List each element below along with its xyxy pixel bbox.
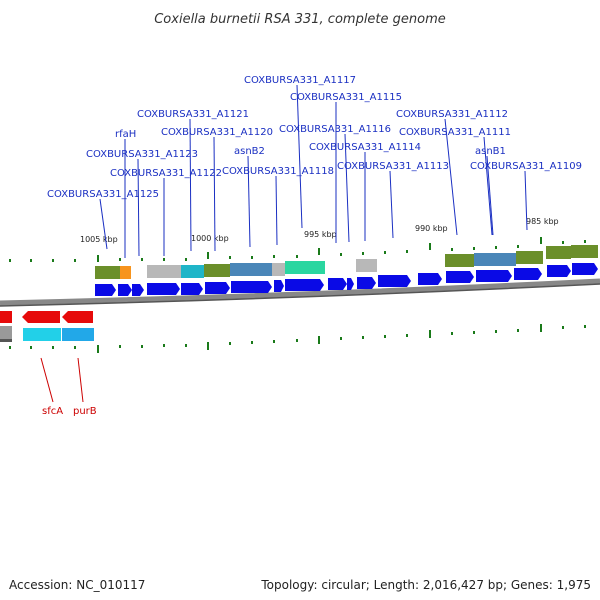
scale-label-1000kbp: 1000 kbp bbox=[191, 234, 229, 243]
cog-annotation-row bbox=[95, 245, 598, 279]
reverse-cog-block-1 bbox=[23, 328, 61, 341]
backbone-left-stub-shadow bbox=[0, 339, 12, 342]
label-connectors-reverse bbox=[40, 357, 84, 403]
gene-label-asnB2: asnB2 bbox=[234, 146, 265, 157]
gene-label-COXBURSA331_A1112: COXBURSA331_A1112 bbox=[396, 109, 508, 120]
tick-row-top bbox=[9, 237, 586, 262]
tick-row-bottom bbox=[9, 324, 586, 353]
genome-backbone bbox=[0, 278, 600, 306]
gene-label-COXBURSA331_A1111: COXBURSA331_A1111 bbox=[399, 127, 511, 138]
reverse-cog-block-2 bbox=[62, 328, 94, 341]
gene-label-COXBURSA331_A1125: COXBURSA331_A1125 bbox=[47, 189, 159, 200]
scale-label-985kbp: 985 kbp bbox=[526, 217, 559, 226]
gene-label-sfcA: sfcA bbox=[42, 406, 63, 417]
scale-label-990kbp: 990 kbp bbox=[415, 224, 448, 233]
gene-label-COXBURSA331_A1114: COXBURSA331_A1114 bbox=[309, 142, 421, 153]
accession-text: Accession: NC_010117 bbox=[9, 578, 146, 592]
scale-label-1005kbp: 1005 kbp bbox=[80, 235, 118, 244]
gene-label-COXBURSA331_A1122: COXBURSA331_A1122 bbox=[110, 168, 222, 179]
gene-label-asnB1: asnB1 bbox=[475, 146, 506, 157]
gene-label-COXBURSA331_A1113: COXBURSA331_A1113 bbox=[337, 161, 449, 172]
map-title: Coxiella burnetii RSA 331, complete geno… bbox=[154, 12, 446, 27]
gene-label-COXBURSA331_A1117: COXBURSA331_A1117 bbox=[244, 75, 356, 86]
scale-label-995kbp: 995 kbp bbox=[304, 230, 337, 239]
gene-label-COXBURSA331_A1118: COXBURSA331_A1118 bbox=[222, 166, 334, 177]
backbone-left-stub bbox=[0, 326, 12, 342]
gene-label-COXBURSA331_A1123: COXBURSA331_A1123 bbox=[86, 149, 198, 160]
gene-label-COXBURSA331_A1121: COXBURSA331_A1121 bbox=[137, 109, 249, 120]
reverse-cds-row bbox=[0, 311, 93, 323]
gene-label-COXBURSA331_A1120: COXBURSA331_A1120 bbox=[161, 127, 273, 138]
gene-label-COXBURSA331_A1109: COXBURSA331_A1109 bbox=[470, 161, 582, 172]
gene-label-rfaH: rfaH bbox=[115, 129, 136, 140]
gene-label-COXBURSA331_A1116: COXBURSA331_A1116 bbox=[279, 124, 391, 135]
gene-label-purB: purB bbox=[73, 406, 97, 417]
gene-label-COXBURSA331_A1115: COXBURSA331_A1115 bbox=[290, 92, 402, 103]
forward-cds-row bbox=[95, 263, 598, 296]
genome-backbone-shadow bbox=[0, 283, 600, 307]
label-connectors-forward bbox=[99, 84, 528, 258]
topology-text: Topology: circular; Length: 2,016,427 bp… bbox=[261, 578, 591, 592]
